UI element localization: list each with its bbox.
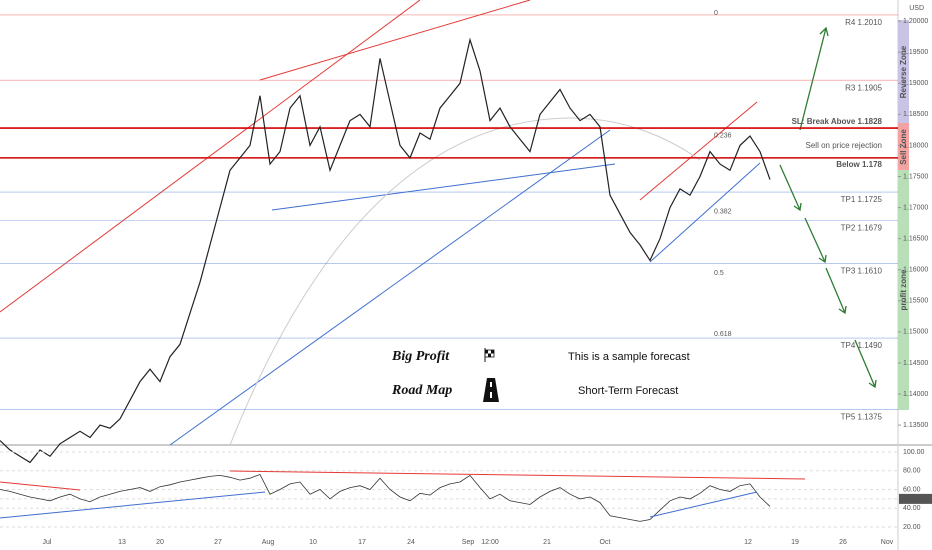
x-tick-label: 10 bbox=[309, 539, 317, 546]
rsi-tick-label: 80.00 bbox=[903, 468, 921, 475]
y-tick-label: 1.16500 bbox=[903, 236, 928, 243]
x-tick-label: 24 bbox=[407, 539, 415, 546]
rsi-tick-label: 20.00 bbox=[903, 524, 921, 531]
rsi-trend bbox=[229, 470, 806, 480]
rsi-tick-label: 60.00 bbox=[903, 486, 921, 493]
y-tick-label: 1.14500 bbox=[903, 360, 928, 367]
currency: USD bbox=[909, 5, 924, 12]
level-label: R4 1.2010 bbox=[845, 18, 882, 27]
note-text: This is a sample forecast bbox=[568, 351, 690, 363]
brand-text: Big Profit bbox=[391, 349, 450, 364]
x-tick-label: 12 bbox=[744, 539, 752, 546]
y-tick-label: 1.20000 bbox=[903, 18, 928, 25]
level-label: TP4 1.1490 bbox=[841, 341, 883, 350]
x-tick-label: Sep bbox=[462, 539, 475, 546]
fib-label: 0.5 bbox=[714, 270, 724, 277]
road-icon bbox=[483, 378, 499, 402]
x-tick-label: Aug bbox=[262, 539, 275, 546]
note-text: Short-Term Forecast bbox=[578, 385, 678, 397]
x-tick-label: 19 bbox=[791, 539, 799, 546]
rsi-trend bbox=[0, 491, 266, 519]
fib-label: 0.618 bbox=[714, 331, 732, 338]
y-tick-label: 1.16000 bbox=[903, 267, 928, 274]
rsi-tick-label: 100.00 bbox=[903, 449, 925, 456]
fib-label: 0.236 bbox=[714, 133, 732, 140]
rsi-tick-label: 40.00 bbox=[903, 505, 921, 512]
rsi-tick-label: 50.00 bbox=[903, 496, 921, 503]
x-tick-label: 27 bbox=[214, 539, 222, 546]
zone-label: Sell Zone bbox=[899, 129, 908, 165]
fib-label: 0 bbox=[714, 10, 718, 17]
rsi-line bbox=[0, 474, 771, 522]
y-tick-label: 1.17000 bbox=[903, 204, 928, 211]
level-label: TP3 1.1610 bbox=[841, 267, 883, 276]
level-label: TP1 1.1725 bbox=[841, 195, 883, 204]
y-tick-label: 1.19500 bbox=[903, 49, 928, 56]
x-tick-label: 17 bbox=[358, 539, 366, 546]
zones: Reverse Zone Sell Zone profit zone bbox=[898, 20, 909, 410]
level-label: Below 1.178 bbox=[836, 160, 882, 169]
x-tick-label: Jul bbox=[43, 539, 52, 546]
zone-label: Reverse Zone bbox=[899, 45, 908, 98]
forecast-arrows bbox=[779, 26, 877, 389]
x-tick-label: 13 bbox=[118, 539, 126, 546]
x-tick-label: 20 bbox=[156, 539, 164, 546]
y-tick-label: 1.15000 bbox=[903, 329, 928, 336]
brand-text: Road Map bbox=[391, 383, 452, 398]
level-label: TP2 1.1679 bbox=[841, 224, 883, 233]
price-line bbox=[0, 37, 771, 464]
level-label: R3 1.1905 bbox=[845, 83, 882, 92]
current-badge bbox=[899, 493, 932, 504]
sell-note: Sell on price rejection bbox=[806, 141, 882, 150]
level-label: TP5 1.1375 bbox=[841, 413, 883, 422]
level-label: SL: Break Above 1.1828 bbox=[792, 117, 883, 126]
y-tick-label: 1.15500 bbox=[903, 298, 928, 305]
trend-lines bbox=[0, 0, 761, 446]
y-tick-label: 1.19000 bbox=[903, 80, 928, 87]
rsi-trend bbox=[0, 481, 81, 491]
x-tick-label: 12:00 bbox=[481, 539, 499, 546]
flag-icon bbox=[484, 348, 495, 362]
x-tick-label: 21 bbox=[543, 539, 551, 546]
x-tick-label: Nov bbox=[881, 539, 894, 546]
y-tick-label: 1.18500 bbox=[903, 111, 928, 118]
y-tick-label: 1.14000 bbox=[903, 391, 928, 398]
y-tick-label: 1.18000 bbox=[903, 142, 928, 149]
y-tick-label: 1.17500 bbox=[903, 173, 928, 180]
x-tick-label: Oct bbox=[600, 539, 611, 546]
zone-label: profit zone bbox=[899, 269, 908, 310]
fib-label: 0.382 bbox=[714, 208, 732, 215]
x-tick-label: 26 bbox=[839, 539, 847, 546]
rsi-trend bbox=[649, 491, 758, 518]
y-tick-label: 1.13500 bbox=[903, 422, 928, 429]
